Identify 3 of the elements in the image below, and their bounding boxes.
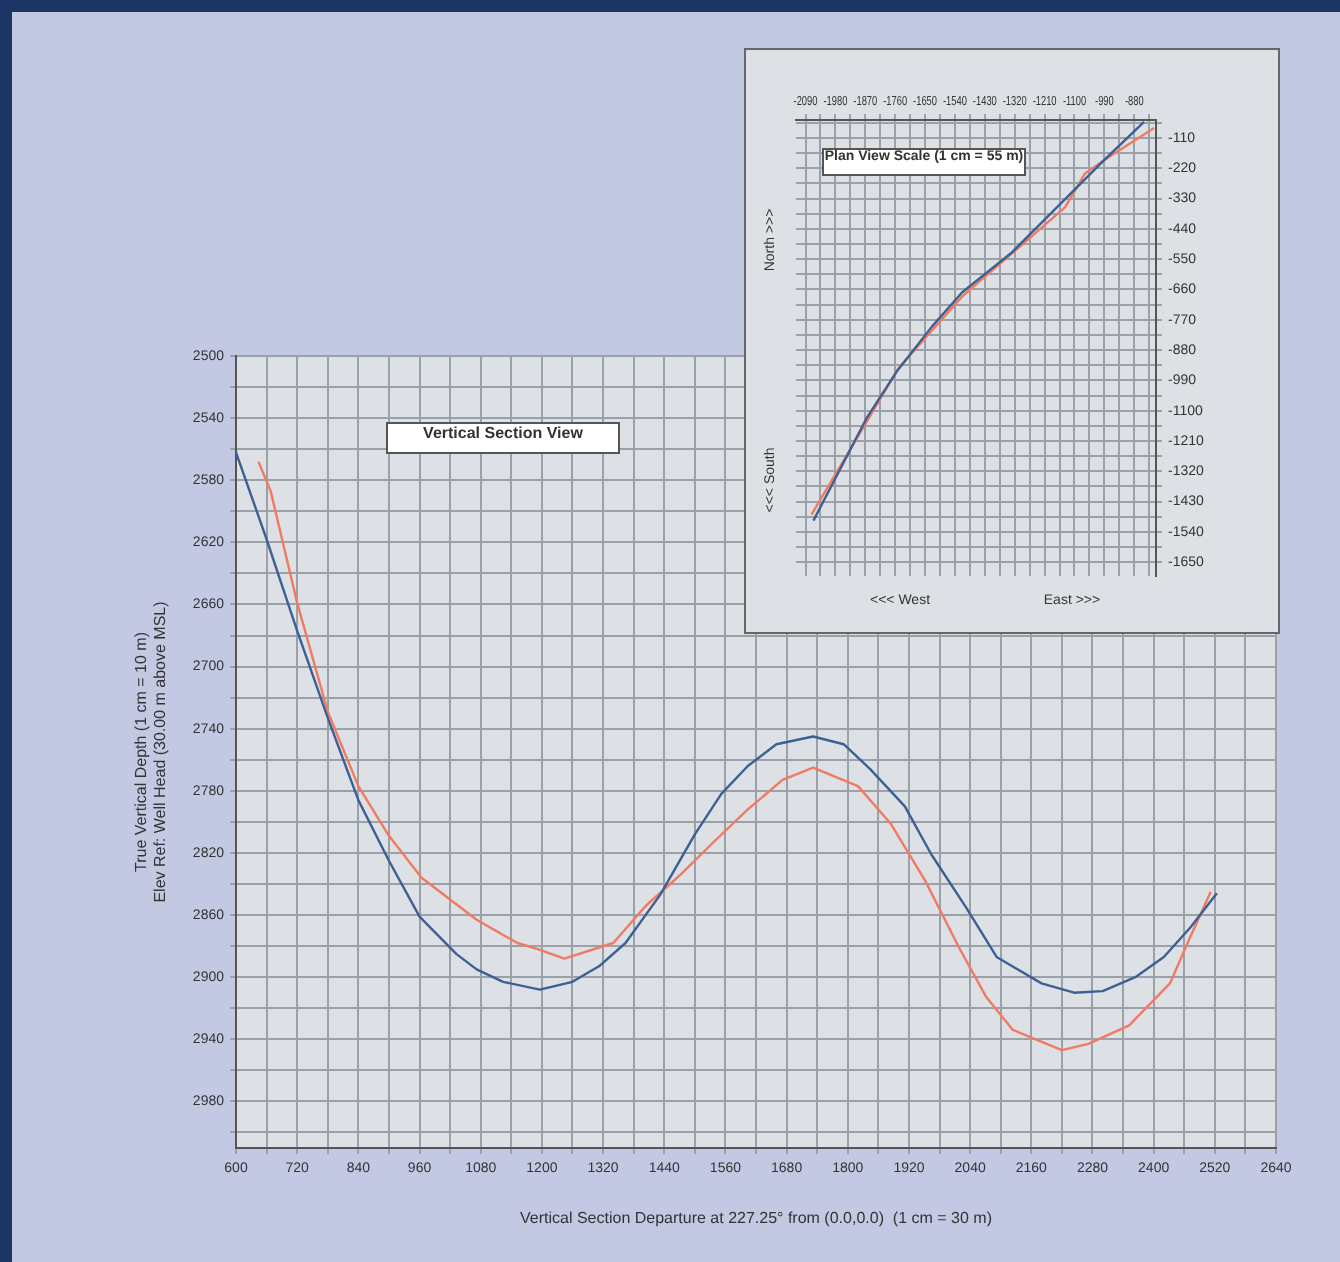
y-axis-title: True Vertical Depth (1 cm = 10 m) Elev Ref: Well Head (30.00 m above MSL)	[132, 600, 170, 903]
text: Vertical Section View	[421, 424, 585, 442]
x-axis-title: Vertical Section Departure at 227.25° from (0.0,0.0) (1 cm = 30 m)	[520, 1208, 993, 1227]
